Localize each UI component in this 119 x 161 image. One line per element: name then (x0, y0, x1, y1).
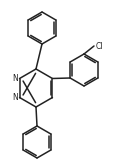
Text: N: N (12, 93, 17, 102)
Text: N: N (12, 74, 17, 83)
Text: Cl: Cl (96, 42, 104, 51)
